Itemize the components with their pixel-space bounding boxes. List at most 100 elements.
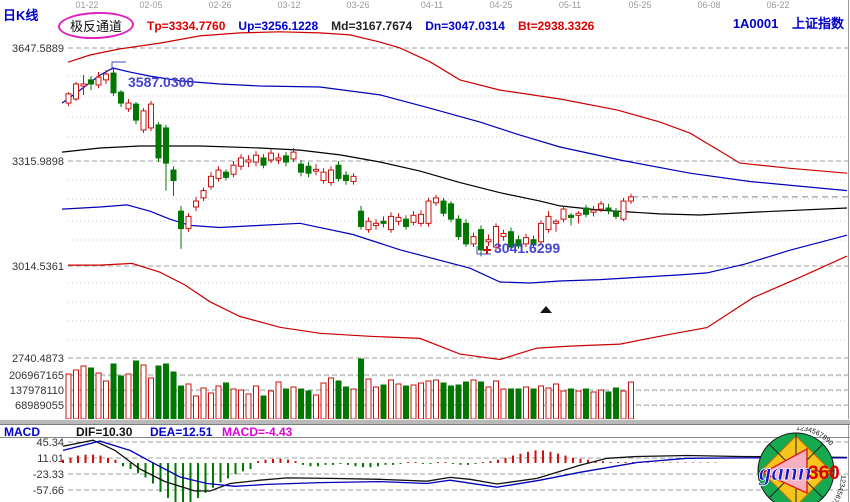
volume-bar <box>493 380 499 420</box>
candle <box>628 196 634 202</box>
volume-bar <box>223 382 229 420</box>
candle <box>403 218 409 227</box>
volume-bar <box>268 390 274 420</box>
candle <box>268 152 274 161</box>
volume-bar <box>185 383 192 420</box>
candle <box>95 76 102 86</box>
volume-bar <box>328 377 334 420</box>
dea-value-label: DEA=12.51 <box>150 425 213 439</box>
volume-bar <box>245 393 252 420</box>
candle <box>178 210 184 230</box>
volume-bar <box>388 379 394 420</box>
candle <box>440 200 447 214</box>
volume-bar <box>155 365 162 420</box>
volume-bar <box>410 384 417 420</box>
volume-bar <box>230 388 237 420</box>
candle <box>298 163 304 173</box>
date-tick: 03-12 <box>277 0 301 10</box>
volume-bar <box>380 384 387 420</box>
volume-bar <box>500 388 507 420</box>
volume-bar <box>425 380 432 420</box>
symbol-name: 上证指数 <box>791 16 844 31</box>
band-tp <box>67 31 848 174</box>
volume-bar <box>448 385 454 420</box>
candle <box>170 169 177 182</box>
volume-bar <box>628 381 634 420</box>
volume-bar <box>568 388 574 420</box>
candle <box>425 200 432 224</box>
candle <box>80 83 87 87</box>
metric-up: Up=3256.1228 <box>238 18 319 33</box>
candle <box>485 239 492 243</box>
volume-bar <box>545 387 552 420</box>
candle <box>335 164 342 179</box>
candle <box>605 207 612 211</box>
volume-bar <box>95 372 102 420</box>
svg-text:68989055: 68989055 <box>15 400 64 412</box>
candle <box>448 203 454 220</box>
volume-bar <box>403 385 409 420</box>
svg-text:206967165: 206967165 <box>9 370 64 382</box>
volume-bar <box>440 382 447 420</box>
candle <box>148 103 154 129</box>
volume-bar <box>433 379 439 420</box>
candle <box>320 171 327 182</box>
volume-bar <box>358 358 364 420</box>
candle <box>73 83 79 100</box>
high-price-annotation: 3587.0300 <box>128 74 194 90</box>
volume-bar <box>373 386 379 420</box>
date-tick: 04-25 <box>489 0 513 10</box>
svg-text:3315.9898: 3315.9898 <box>12 156 64 168</box>
candle <box>575 212 582 216</box>
candle <box>208 175 214 188</box>
candle <box>508 231 514 248</box>
candle <box>283 155 289 163</box>
volume-bar <box>260 395 267 420</box>
candle <box>155 124 162 159</box>
volume-bar <box>485 386 492 420</box>
volume-bar <box>133 360 139 420</box>
candle <box>523 237 529 245</box>
volume-bar <box>200 387 207 420</box>
candle <box>388 215 394 231</box>
candle <box>260 157 267 166</box>
date-tick: 05-25 <box>628 0 652 10</box>
candle <box>455 218 462 238</box>
volume-bar <box>80 365 87 420</box>
logo-word-360: 360 <box>808 463 840 484</box>
band-bt <box>68 255 848 361</box>
svg-text:137978110: 137978110 <box>10 385 64 397</box>
volume-bar <box>298 388 304 420</box>
volume-bar <box>65 373 72 420</box>
chart-type-label: 日K线 <box>3 8 39 23</box>
candle <box>313 168 319 172</box>
candle <box>305 165 312 174</box>
candle <box>223 171 229 178</box>
volume-bar <box>178 385 184 420</box>
logo-word-gann: gann <box>758 459 812 486</box>
volume-bar <box>163 363 169 420</box>
pane-splitter[interactable] <box>0 419 850 425</box>
volume-bar <box>73 369 79 420</box>
candle <box>373 222 379 226</box>
volume-bar <box>148 377 154 420</box>
macd-pane: 45.34 11.01 -23.33 -57.66 <box>0 437 850 502</box>
volume-bar <box>343 386 349 420</box>
svg-text:11.01: 11.01 <box>37 453 64 465</box>
svg-text:3014.5361: 3014.5361 <box>12 261 64 273</box>
date-tick: 05-11 <box>558 0 582 10</box>
candle <box>275 157 282 161</box>
candle <box>410 214 417 223</box>
symbol-code: 1A0001 <box>732 16 779 31</box>
date-tick: 04-11 <box>420 0 444 10</box>
candle <box>553 220 559 224</box>
dea-line <box>62 440 847 488</box>
volume-bar <box>110 363 117 420</box>
volume-bar <box>253 385 259 420</box>
volume-bar <box>478 381 484 420</box>
date-tick: 06-22 <box>766 0 790 10</box>
metric-bt: Bt=2938.3326 <box>517 18 595 33</box>
candle <box>140 110 147 131</box>
